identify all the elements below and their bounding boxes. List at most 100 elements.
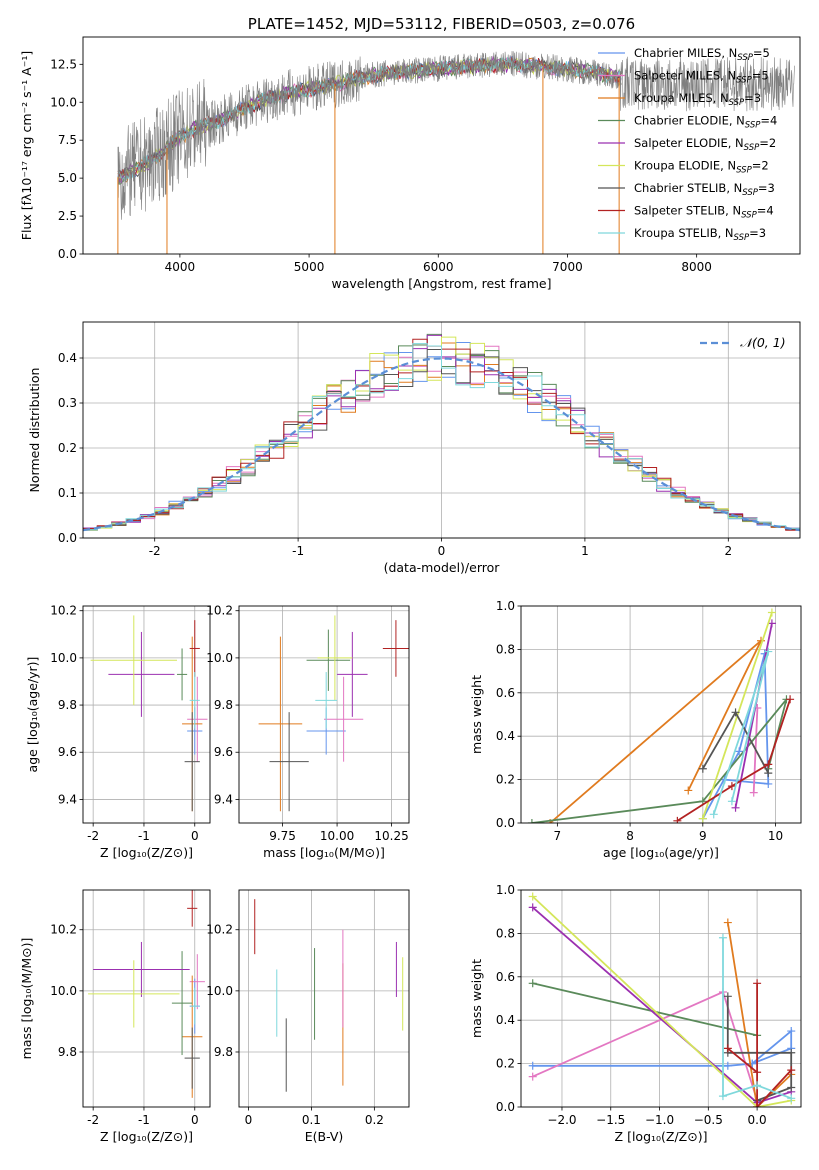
legend-entry: Chabrier STELIB, NSSP=3	[634, 181, 775, 198]
legend: Chabrier MILES, NSSP=5 Salpeter MILES, NS…	[598, 46, 777, 243]
y-tick-label: 0.0	[58, 247, 77, 261]
plot-area	[258, 615, 409, 812]
legend-name: Chabrier ELODIE, N	[634, 114, 745, 128]
x-tick-label: −1.0	[645, 1113, 674, 1127]
axes-frame	[238, 605, 410, 824]
legend-name: Kroupa STELIB, N	[634, 226, 734, 240]
legend-sub: SSP	[729, 98, 745, 108]
legend-eq: =3	[744, 91, 761, 105]
x-axis-label: Z [log₁₀(Z/Z⊙)]	[615, 1129, 708, 1144]
x-tick-label: 5000	[294, 260, 325, 274]
y-tick-label: 9.8	[58, 698, 77, 712]
weight-point	[684, 786, 693, 795]
weight-point	[753, 1103, 762, 1107]
legend-entry: Chabrier MILES, NSSP=5	[634, 46, 770, 63]
x-tick-label: 1	[581, 544, 589, 558]
legend-eq: =4	[757, 204, 774, 218]
y-tick-label: 10.0	[206, 984, 233, 998]
x-tick-label: 7000	[552, 260, 583, 274]
y-tick-label: 0.1	[58, 486, 77, 500]
weight-point	[764, 779, 773, 788]
x-tick-label: 0.1	[302, 1113, 321, 1127]
legend-name: Salpeter ELODIE, N	[634, 136, 744, 150]
y-tick-label: 10.0	[50, 95, 77, 109]
plot-area	[83, 333, 800, 532]
y-axis-label: mass weight	[469, 675, 484, 754]
x-tick-label: 0.0	[748, 1113, 767, 1127]
weight-point	[723, 992, 732, 1001]
y-tick-label: 0.2	[496, 1057, 515, 1071]
weight-point	[753, 1068, 762, 1077]
y-tick-label: 9.6	[58, 745, 77, 759]
x-axis-label: Z [log₁₀(Z/Z⊙)]	[100, 1129, 193, 1144]
ticks: 7 8 9 10 0.0 0.2 0.4 0.6 0.8 1.0	[496, 599, 783, 843]
axes-frame	[520, 889, 802, 1108]
legend-name: Salpeter STELIB, N	[634, 204, 741, 218]
axes-weight-vs-age: 7 8 9 10 0.0 0.2 0.4 0.6 0.8 1.0 age [log₁₀(age/yr…	[469, 599, 802, 860]
weight-series	[532, 895, 792, 1107]
axes-frame	[238, 889, 410, 1108]
legend-name: Kroupa ELODIE, N	[634, 159, 736, 173]
weight-point	[727, 797, 736, 806]
weight-point	[787, 1094, 796, 1103]
legend-eq: =2	[752, 159, 769, 173]
y-axis-label: mass weight	[469, 959, 484, 1038]
weight-series	[727, 983, 792, 1107]
legend-eq: =5	[752, 69, 769, 83]
legend-entry: Kroupa STELIB, NSSP=3	[634, 226, 766, 243]
legend-entry: Salpeter MILES, NSSP=5	[634, 69, 769, 86]
y-tick-label: 9.8	[214, 698, 233, 712]
weight-point	[698, 814, 707, 823]
y-tick-label: 10.0	[206, 651, 233, 665]
spectrum-data-line	[117, 51, 795, 220]
y-tick-label: 0.0	[496, 816, 515, 830]
y-tick-label: 0.0	[496, 1100, 515, 1114]
x-tick-label: 0	[191, 1113, 199, 1127]
x-tick-label: 4000	[165, 260, 196, 274]
y-tick-label: 12.5	[50, 57, 77, 71]
y-tick-label: 10.2	[206, 604, 233, 618]
x-tick-label: −2.0	[547, 1113, 576, 1127]
weight-point	[787, 1048, 796, 1057]
weight-series	[726, 922, 792, 1107]
x-tick-label: 2	[724, 544, 732, 558]
x-tick-label: 0.2	[365, 1113, 384, 1127]
axes-residuals: -2 -1 0 1 2 0.0 0.1 0.2 0.3 0.4 (data-model)/error…	[27, 321, 801, 575]
histogram-series	[83, 336, 800, 531]
legend-sub: SSP	[737, 53, 753, 63]
weight-point	[787, 1083, 796, 1092]
legend-name: Kroupa MILES, N	[634, 91, 729, 105]
x-tick-label: 0	[245, 1113, 253, 1127]
y-tick-label: 10.0	[50, 651, 77, 665]
y-tick-label: 0.8	[496, 642, 515, 656]
x-tick-label: 6000	[423, 260, 454, 274]
ticks: -2 -1 0 1 2 0.0 0.1 0.2 0.3 0.4	[58, 351, 732, 558]
y-tick-label: 0.8	[496, 926, 515, 940]
x-tick-label: 10.00	[320, 829, 354, 843]
y-tick-label: 10.2	[50, 923, 77, 937]
y-tick-label: 9.4	[58, 792, 77, 806]
weight-point	[723, 1061, 732, 1070]
legend-sub: SSP	[736, 166, 752, 176]
x-tick-label: 10	[768, 829, 783, 843]
y-tick-label: 9.6	[214, 745, 233, 759]
x-tick-label: 0	[191, 829, 199, 843]
weight-point	[727, 782, 736, 791]
axes-weight-vs-Z: −2.0 −1.5 −1.0 −0.5 0.0 0.0 0.2 0.4 0.6 0.8 1.0 Z […	[469, 883, 802, 1144]
legend-sub: SSP	[742, 188, 758, 198]
y-tick-label: 9.4	[214, 792, 233, 806]
weight-point	[753, 1081, 762, 1090]
plot-area	[88, 890, 205, 1098]
axes-frame	[82, 321, 801, 539]
x-tick-label: 7	[554, 829, 562, 843]
weight-point	[673, 816, 682, 823]
grid-lines	[239, 890, 409, 1107]
plot-area	[528, 892, 796, 1107]
weight-point	[787, 1066, 796, 1075]
x-axis-label: age [log₁₀(age/yr)]	[603, 845, 719, 860]
x-tick-label: 9	[699, 829, 707, 843]
y-axis-label: age [log₁₀(age/yr)]	[25, 657, 40, 773]
plot-area	[90, 615, 208, 812]
weight-point	[718, 1092, 727, 1101]
